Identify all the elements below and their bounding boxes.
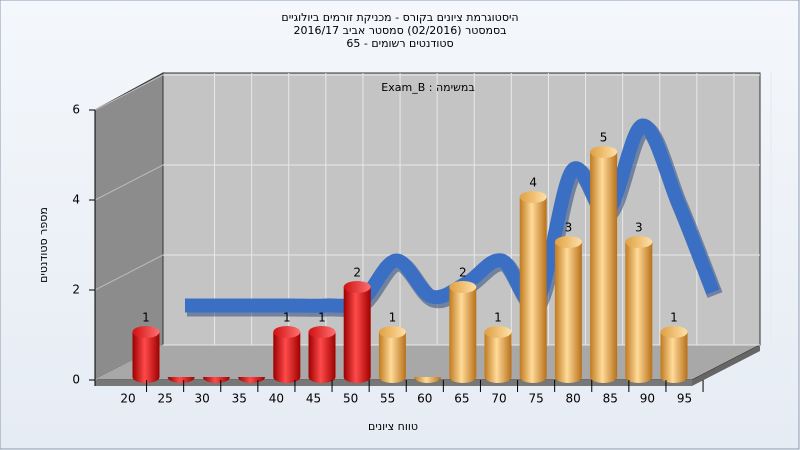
bar-body — [554, 242, 582, 383]
bar-top — [449, 281, 477, 293]
bar-body — [625, 242, 653, 383]
bar-top — [554, 236, 582, 248]
x-tick-label: 35 — [232, 392, 247, 406]
bar: 1 — [132, 311, 160, 383]
bar: 3 — [554, 221, 582, 383]
bars: 1 1 1 2 1 2 1 4 3 5 3 1 — [132, 131, 688, 383]
bar-top — [519, 191, 547, 203]
value-label: 5 — [600, 131, 608, 145]
bar-top — [132, 326, 160, 338]
bar-body — [590, 152, 618, 383]
bar: 1 — [660, 311, 688, 383]
value-label: 1 — [389, 311, 397, 325]
x-tick-label: 85 — [603, 392, 618, 406]
y-tick-label: 0 — [72, 373, 80, 387]
value-label: 1 — [283, 311, 291, 325]
bar: 1 — [484, 311, 512, 383]
bar: 1 — [378, 311, 406, 383]
bar-body — [414, 377, 442, 383]
value-label: 2 — [459, 266, 467, 280]
value-label: 4 — [529, 176, 537, 190]
x-tick-label: 40 — [269, 392, 284, 406]
grid-line — [94, 74, 164, 111]
floor-side — [692, 345, 760, 386]
value-label: 3 — [635, 221, 643, 235]
bar-top — [273, 326, 301, 338]
x-tick-label: 20 — [120, 392, 135, 406]
bar-body — [167, 377, 195, 383]
bar-body — [273, 332, 301, 383]
bar: 5 — [590, 131, 618, 383]
value-label: 1 — [670, 311, 678, 325]
bar-body — [202, 377, 230, 383]
value-label: 3 — [565, 221, 573, 235]
y-tick-label: 2 — [72, 283, 80, 297]
bar — [202, 377, 230, 383]
x-tick-label: 70 — [491, 392, 506, 406]
bar: 2 — [343, 266, 371, 383]
bar-body — [484, 332, 512, 383]
bar-top — [343, 281, 371, 293]
y-axis-label: מספר סטודנטים — [37, 207, 50, 283]
value-label: 1 — [318, 311, 326, 325]
x-tick-label: 55 — [380, 392, 395, 406]
bar — [414, 377, 442, 383]
y-tick-label: 6 — [72, 103, 80, 117]
bar-top — [484, 326, 512, 338]
bar: 1 — [273, 311, 301, 383]
bar-top — [625, 236, 653, 248]
bar-top — [590, 146, 618, 158]
annotation: Exam_B : במשימה — [381, 81, 474, 94]
x-tick-label: 50 — [343, 392, 358, 406]
bar-body — [449, 287, 477, 383]
x-tick-label: 90 — [640, 392, 655, 406]
x-tick-label: 80 — [566, 392, 581, 406]
chart-subtitle: סטודנטים רשומים - 65 — [346, 37, 453, 50]
bar-body — [519, 197, 547, 383]
chart-title: היסטוגרמת ציונים בקורס - מכניקת זורמים ב… — [281, 11, 518, 24]
bar-top — [660, 326, 688, 338]
x-tick-label: 95 — [677, 392, 692, 406]
bar: 2 — [449, 266, 477, 383]
x-axis-label: טווח ציונים — [368, 420, 418, 433]
bar-top — [308, 326, 336, 338]
bar-body — [343, 287, 371, 383]
value-label: 2 — [353, 266, 361, 280]
curve-layer — [185, 118, 723, 317]
x-tick-label: 60 — [417, 392, 432, 406]
x-tick-label: 65 — [454, 392, 469, 406]
x-tick-label: 45 — [306, 392, 321, 406]
bar: 1 — [308, 311, 336, 383]
grid-line — [94, 164, 164, 201]
bar-body — [660, 332, 688, 383]
y-tick-label: 4 — [72, 193, 80, 207]
x-tick-label: 30 — [195, 392, 210, 406]
bar-body — [378, 332, 406, 383]
chart-subtitle: בסמסטר (02/2016) סמסטר אביב 2016/17 — [293, 24, 506, 37]
curve — [185, 118, 720, 313]
bar-top — [378, 326, 406, 338]
value-label: 1 — [494, 311, 502, 325]
bar — [167, 377, 195, 383]
bar: 4 — [519, 176, 547, 383]
bar-body — [132, 332, 160, 383]
x-tick-label: 25 — [157, 392, 172, 406]
bar-body — [308, 332, 336, 383]
bar: 3 — [625, 221, 653, 383]
value-label: 1 — [142, 311, 150, 325]
x-tick-label: 75 — [528, 392, 543, 406]
grid-line — [94, 254, 164, 291]
floor — [94, 344, 761, 381]
